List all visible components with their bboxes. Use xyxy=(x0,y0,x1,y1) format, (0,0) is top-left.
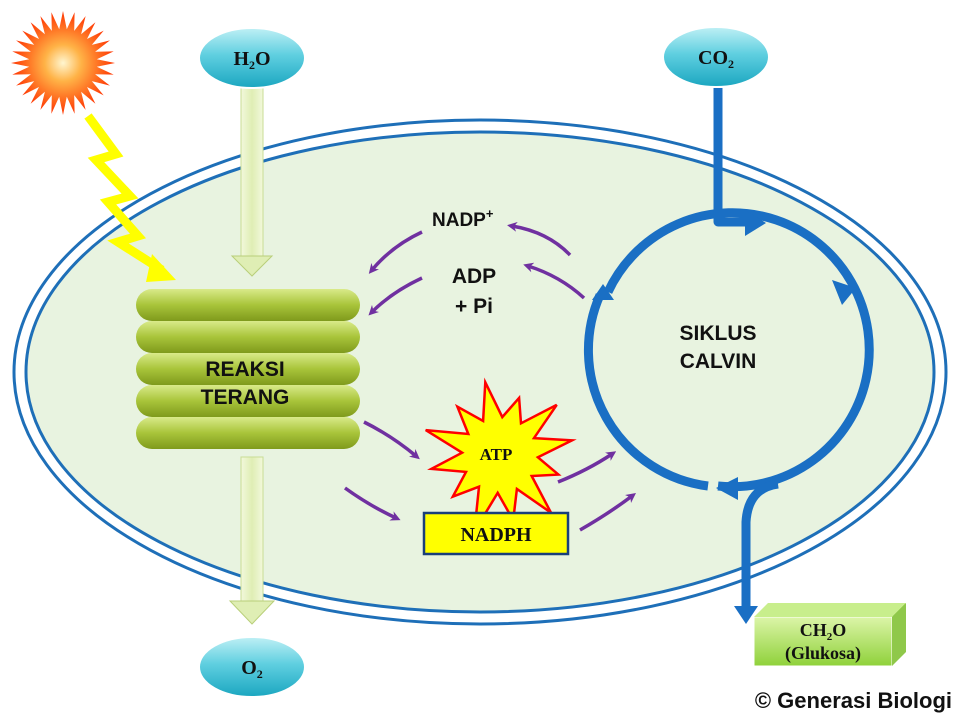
adp-label-line2: + Pi xyxy=(455,295,493,318)
cycle-arrowhead xyxy=(716,477,738,500)
adp-label-line1: ADP xyxy=(452,265,496,288)
copyright-credit: © Generasi Biologi xyxy=(754,688,952,713)
flow-arrow-atp-to-cycle xyxy=(557,451,617,484)
sun-rays xyxy=(11,11,115,115)
thylakoid-disc xyxy=(136,353,360,385)
oxygen-output-badge: O2 xyxy=(198,636,306,698)
glucose-flow-arrow xyxy=(734,479,779,624)
glucose-formula-label: CH2O xyxy=(800,620,847,643)
flow-arrow-nadph-to-cycle xyxy=(579,493,637,532)
flow-arrow-nadp-to-thylakoid xyxy=(368,230,423,274)
carbon-dioxide-input-badge: CO2 xyxy=(662,26,770,88)
flow-arrow-thylakoid-to-nadph xyxy=(343,486,401,521)
flow-arrow-adp-to-thylakoid xyxy=(368,276,423,316)
thylakoid-disc xyxy=(136,289,360,321)
cycle-arrowhead xyxy=(745,210,766,236)
thylakoid-disc xyxy=(136,417,360,449)
atp-label: ATP xyxy=(480,445,513,464)
carbon-dioxide-label: CO2 xyxy=(698,47,734,71)
nadp-label: NADP+ xyxy=(432,206,494,231)
light-reaction-label-line2: TERANG xyxy=(201,386,290,409)
oxygen-flow-arrow xyxy=(228,456,276,625)
flow-arrow-cycle-to-nadp xyxy=(507,221,572,257)
water-label: H2O xyxy=(233,48,270,72)
nadph-box xyxy=(422,511,570,556)
calvin-cycle-ring xyxy=(583,208,874,500)
calvin-cycle-label-line2: CALVIN xyxy=(680,350,757,373)
carbon-dioxide-flow-arrow xyxy=(713,88,746,227)
light-reaction-label-line1: REAKSI xyxy=(205,358,284,381)
cycle-arrowhead xyxy=(832,280,856,305)
thylakoid-disc xyxy=(136,385,360,417)
cycle-arrowhead xyxy=(592,284,614,300)
thylakoid-stack xyxy=(136,289,360,449)
glucose-output-box: CH2O (Glukosa) xyxy=(753,603,906,667)
flow-arrow-cycle-to-adp xyxy=(523,262,586,300)
water-input-badge: H2O xyxy=(198,27,306,89)
sun-icon xyxy=(11,11,115,115)
glucose-note-label: (Glukosa) xyxy=(785,643,861,664)
nadph-label: NADPH xyxy=(460,524,532,546)
lightning-icon xyxy=(84,113,176,282)
calvin-cycle-label-line1: SIKLUS xyxy=(679,322,756,345)
flow-arrow-thylakoid-to-atp xyxy=(363,420,420,460)
thylakoid-disc xyxy=(136,321,360,353)
flow-arrows xyxy=(343,221,637,532)
oxygen-label: O2 xyxy=(241,657,263,681)
water-flow-arrow xyxy=(230,87,274,277)
